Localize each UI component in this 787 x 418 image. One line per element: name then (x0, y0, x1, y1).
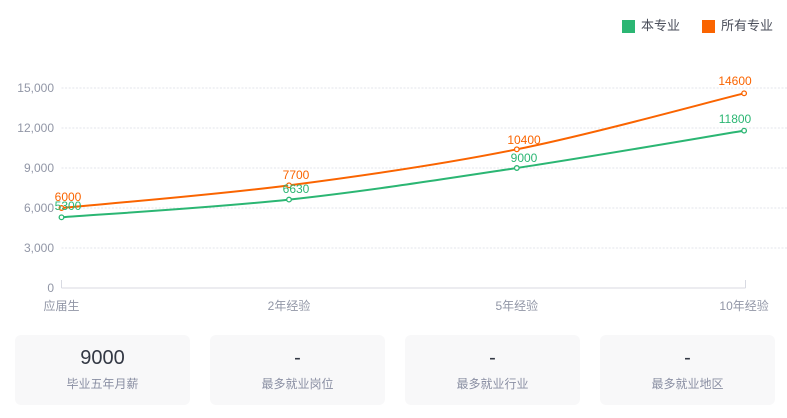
svg-text:6000: 6000 (55, 190, 82, 204)
svg-text:9,000: 9,000 (24, 161, 54, 175)
svg-text:2年经验: 2年经验 (268, 298, 311, 313)
svg-text:15,000: 15,000 (17, 81, 54, 95)
svg-text:本专业: 本专业 (641, 18, 680, 33)
svg-text:3,000: 3,000 (24, 241, 54, 255)
svg-text:7700: 7700 (283, 168, 310, 182)
svg-text:6630: 6630 (283, 182, 310, 196)
svg-text:12,000: 12,000 (17, 121, 54, 135)
svg-text:9000: 9000 (511, 151, 538, 165)
svg-text:所有专业: 所有专业 (721, 18, 773, 33)
svg-text:14600: 14600 (718, 74, 752, 88)
svg-text:6,000: 6,000 (24, 201, 54, 215)
svg-text:5年经验: 5年经验 (495, 298, 538, 313)
svg-text:10年经验: 10年经验 (719, 298, 768, 313)
svg-text:应届生: 应届生 (43, 298, 79, 313)
svg-text:10400: 10400 (507, 133, 541, 147)
svg-text:0: 0 (47, 281, 54, 295)
svg-text:11800: 11800 (719, 112, 752, 126)
